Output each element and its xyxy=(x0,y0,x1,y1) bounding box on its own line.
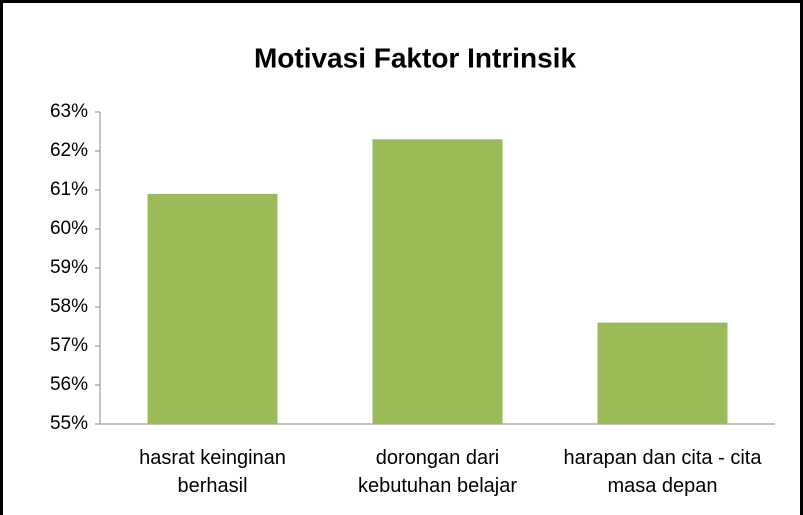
bar xyxy=(597,322,728,424)
bar xyxy=(147,193,278,424)
x-tick-label: hasrat keinginan berhasil xyxy=(139,447,286,497)
y-tick-label: 58% xyxy=(50,296,88,317)
x-tick-label: harapan dan cita - cita masa depan xyxy=(563,447,762,497)
bar xyxy=(372,139,503,425)
y-tick-label: 55% xyxy=(50,413,88,434)
y-tick-label: 60% xyxy=(50,218,88,239)
y-tick-label: 61% xyxy=(50,179,88,200)
y-tick-label: 57% xyxy=(50,335,88,356)
y-tick-label: 63% xyxy=(50,101,88,122)
y-tick-label: 59% xyxy=(50,257,88,278)
chart-title: Motivasi Faktor Intrinsik xyxy=(254,42,576,73)
y-tick-label: 62% xyxy=(50,140,88,161)
y-tick-label: 56% xyxy=(50,374,88,395)
x-tick-label: dorongan dari kebutuhan belajar xyxy=(357,447,517,497)
